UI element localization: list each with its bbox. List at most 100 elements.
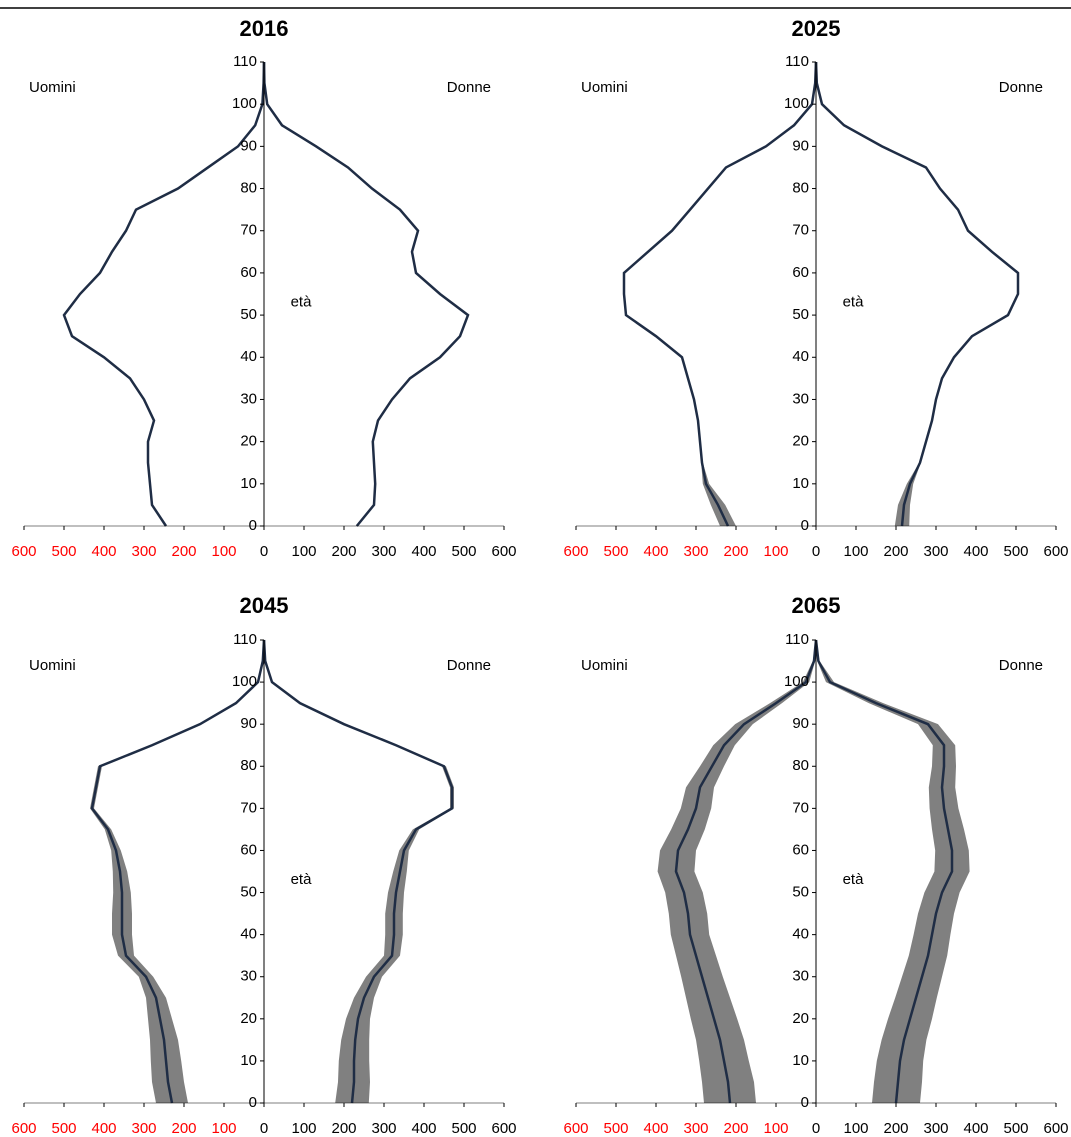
y-tick-label: 80: [792, 757, 809, 774]
x-tick-label: 100: [291, 543, 316, 560]
x-tick-label: 500: [603, 543, 628, 560]
uncertainty-band: [264, 640, 454, 1103]
y-tick-label: 80: [240, 757, 257, 774]
women-line: [814, 61, 1020, 527]
x-tick-label: 0: [812, 1120, 820, 1137]
x-tick-label: 100: [763, 1120, 788, 1137]
x-tick-label: 200: [723, 543, 748, 560]
axis-label: età: [843, 871, 865, 888]
y-tick-label: 50: [240, 306, 257, 323]
axis-label: età: [843, 293, 865, 310]
y-tick-label: 40: [792, 348, 809, 365]
panel-title: 2065: [792, 593, 841, 618]
x-tick-label: 500: [1003, 543, 1028, 560]
y-tick-label: 110: [233, 631, 257, 648]
y-tick-label: 60: [240, 841, 257, 858]
x-tick-label: 600: [1043, 543, 1068, 560]
x-tick-label: 400: [963, 543, 988, 560]
x-tick-label: 100: [843, 543, 868, 560]
y-tick-label: 100: [232, 673, 257, 690]
y-tick-label: 60: [240, 264, 257, 281]
y-tick-label: 0: [801, 517, 809, 534]
left-label: Uomini: [581, 79, 628, 96]
x-tick-label: 100: [291, 1120, 316, 1137]
x-tick-label: 400: [411, 543, 436, 560]
y-tick-label: 90: [240, 715, 257, 732]
y-tick-label: 110: [785, 53, 809, 70]
y-tick-label: 10: [792, 475, 809, 492]
x-tick-label: 400: [643, 543, 668, 560]
x-tick-label: 200: [171, 1120, 196, 1137]
panel-title: 2045: [240, 593, 289, 618]
y-tick-label: 80: [792, 180, 809, 197]
x-tick-label: 100: [763, 543, 788, 560]
men-line: [674, 639, 818, 1104]
y-tick-label: 20: [792, 1010, 809, 1027]
y-tick-label: 40: [240, 926, 257, 943]
men-line: [62, 61, 266, 527]
x-tick-label: 100: [843, 1120, 868, 1137]
x-tick-label: 300: [683, 1120, 708, 1137]
x-tick-label: 500: [603, 1120, 628, 1137]
y-tick-label: 50: [240, 884, 257, 901]
x-tick-label: 600: [491, 543, 516, 560]
y-tick-label: 90: [792, 715, 809, 732]
uncertainty-band: [816, 640, 970, 1103]
x-tick-label: 400: [963, 1120, 988, 1137]
y-tick-label: 30: [240, 968, 257, 985]
x-tick-label: 500: [51, 1120, 76, 1137]
y-tick-label: 100: [784, 673, 809, 690]
x-tick-label: 200: [331, 1120, 356, 1137]
x-tick-label: 600: [563, 543, 588, 560]
y-tick-label: 10: [240, 1052, 257, 1069]
y-tick-label: 0: [249, 517, 257, 534]
y-tick-label: 30: [240, 390, 257, 407]
x-tick-label: 600: [563, 1120, 588, 1137]
x-tick-label: 0: [812, 543, 820, 560]
x-tick-label: 300: [131, 543, 156, 560]
x-tick-label: 400: [91, 1120, 116, 1137]
x-tick-label: 300: [371, 1120, 396, 1137]
y-tick-label: 110: [233, 53, 257, 70]
uncertainty-band: [90, 640, 264, 1103]
x-tick-label: 300: [683, 543, 708, 560]
y-tick-label: 40: [240, 348, 257, 365]
x-tick-label: 200: [883, 543, 908, 560]
right-label: Donne: [999, 657, 1043, 674]
x-tick-label: 100: [211, 1120, 236, 1137]
x-tick-label: 200: [331, 543, 356, 560]
women-line: [814, 639, 954, 1104]
y-tick-label: 40: [792, 926, 809, 943]
x-tick-label: 300: [923, 1120, 948, 1137]
x-tick-label: 100: [211, 543, 236, 560]
x-tick-label: 400: [91, 543, 116, 560]
y-tick-label: 70: [240, 222, 257, 239]
women-line: [262, 639, 454, 1104]
men-line: [622, 61, 818, 527]
right-label: Donne: [447, 657, 491, 674]
x-tick-label: 600: [11, 543, 36, 560]
y-tick-label: 50: [792, 306, 809, 323]
y-tick-label: 90: [792, 137, 809, 154]
y-tick-label: 70: [792, 222, 809, 239]
x-tick-label: 500: [1003, 1120, 1028, 1137]
panel-title: 2016: [240, 16, 289, 41]
y-tick-label: 20: [792, 433, 809, 450]
x-tick-label: 200: [171, 543, 196, 560]
y-tick-label: 70: [240, 799, 257, 816]
y-tick-label: 60: [792, 264, 809, 281]
x-tick-label: 0: [260, 543, 268, 560]
y-tick-label: 110: [785, 631, 809, 648]
x-tick-label: 200: [883, 1120, 908, 1137]
x-tick-label: 0: [260, 1120, 268, 1137]
y-tick-label: 60: [792, 841, 809, 858]
y-tick-label: 90: [240, 137, 257, 154]
y-tick-label: 30: [792, 390, 809, 407]
y-tick-label: 50: [792, 884, 809, 901]
axis-label: età: [291, 871, 313, 888]
axis-label: età: [291, 293, 313, 310]
y-tick-label: 20: [240, 433, 257, 450]
x-tick-label: 500: [451, 543, 476, 560]
right-label: Donne: [447, 79, 491, 96]
men-line: [90, 639, 266, 1104]
